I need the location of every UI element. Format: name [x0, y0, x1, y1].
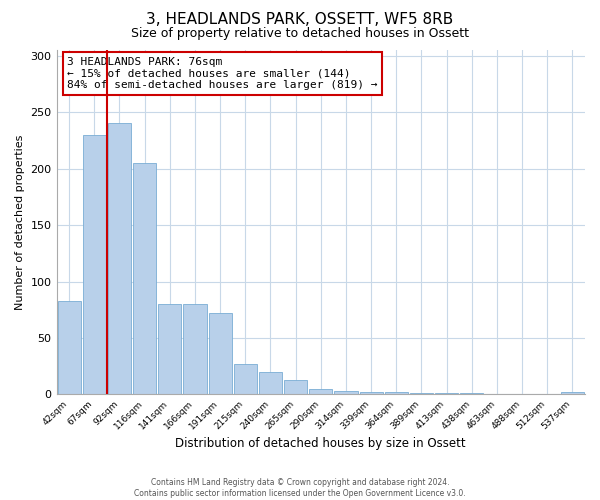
Bar — [359, 392, 383, 394]
Y-axis label: Number of detached properties: Number of detached properties — [15, 134, 25, 310]
Bar — [309, 389, 332, 394]
Bar — [83, 134, 106, 394]
X-axis label: Distribution of detached houses by size in Ossett: Distribution of detached houses by size … — [175, 437, 466, 450]
Bar — [58, 300, 80, 394]
Bar — [334, 391, 358, 394]
Bar — [561, 392, 584, 394]
Bar — [234, 364, 257, 394]
Bar — [108, 124, 131, 394]
Text: Size of property relative to detached houses in Ossett: Size of property relative to detached ho… — [131, 28, 469, 40]
Bar — [259, 372, 282, 394]
Bar — [284, 380, 307, 394]
Text: 3 HEADLANDS PARK: 76sqm
← 15% of detached houses are smaller (144)
84% of semi-d: 3 HEADLANDS PARK: 76sqm ← 15% of detache… — [67, 57, 377, 90]
Text: 3, HEADLANDS PARK, OSSETT, WF5 8RB: 3, HEADLANDS PARK, OSSETT, WF5 8RB — [146, 12, 454, 28]
Text: Contains HM Land Registry data © Crown copyright and database right 2024.
Contai: Contains HM Land Registry data © Crown c… — [134, 478, 466, 498]
Bar — [184, 304, 206, 394]
Bar — [385, 392, 408, 394]
Bar — [133, 163, 156, 394]
Bar — [158, 304, 181, 394]
Bar — [209, 313, 232, 394]
